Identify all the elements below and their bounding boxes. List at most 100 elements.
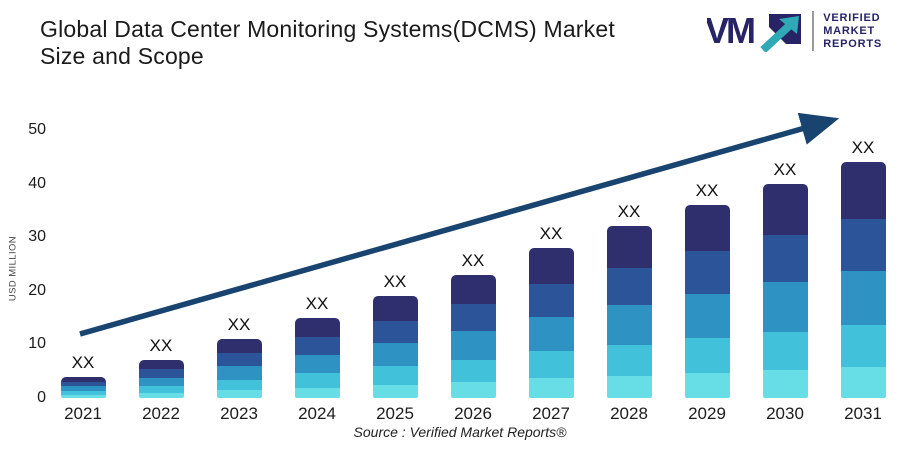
bar-2023-segment-2	[216, 353, 262, 367]
bar-2030-segment-4	[762, 331, 808, 371]
source-note: Source : Verified Market Reports®	[353, 424, 567, 440]
bar-2021-segment-4	[60, 391, 106, 396]
bar-2026-segment-5	[450, 381, 496, 398]
x-tick-2021: 2021	[64, 404, 102, 423]
bar-value-label-2025: XX	[383, 272, 407, 292]
logo-word-market: MARKET	[823, 24, 876, 37]
bar-2025-segment-4	[372, 366, 418, 385]
bar-2026	[450, 274, 496, 398]
bar-2031	[840, 162, 886, 398]
y-tick-20: 20	[28, 281, 46, 299]
x-tick-2030: 2030	[766, 404, 804, 423]
x-tick-2029: 2029	[688, 404, 726, 423]
bar-2029-segment-4	[684, 338, 730, 373]
bar-value-label-2024: XX	[305, 293, 329, 313]
bar-2026-segment-2	[450, 304, 496, 332]
bar-value-label-2021: XX	[71, 352, 95, 372]
bar-2023-segment-3	[216, 366, 262, 380]
bar-2027-segment-1	[528, 247, 574, 284]
bar-2024-segment-1	[294, 317, 340, 337]
bar-2023-segment-1	[216, 339, 262, 354]
bar-2026-segment-4	[450, 359, 496, 382]
bar-2021-segment-2	[60, 381, 106, 387]
bar-2028-segment-1	[606, 226, 652, 268]
page-title: Global Data Center Monitoring Systems(DC…	[40, 16, 615, 69]
bar-2022-segment-5	[138, 393, 184, 398]
bar-2030	[762, 183, 808, 398]
bar-2030-segment-3	[762, 282, 808, 332]
bar-2031-segment-5	[840, 367, 886, 398]
bar-2027-segment-2	[528, 283, 574, 317]
bar-2031-segment-1	[840, 162, 886, 219]
x-tick-2023: 2023	[220, 404, 258, 423]
y-tick-10: 10	[28, 335, 46, 353]
vmr-logo: VM VERIFIED MARKET REPORTS	[707, 10, 882, 52]
y-tick-0: 0	[37, 389, 46, 406]
bar-2025-segment-3	[372, 343, 418, 367]
bar-2030-segment-5	[762, 370, 808, 398]
bar-2027-segment-4	[528, 351, 574, 379]
bar-2030-segment-1	[762, 183, 808, 236]
bar-2026-segment-1	[450, 274, 496, 305]
bar-2028-segment-3	[606, 305, 652, 345]
x-tick-2022: 2022	[142, 404, 180, 423]
bar-2024-segment-2	[294, 336, 340, 355]
x-tick-2027: 2027	[532, 404, 570, 423]
logo-arrow-head	[779, 16, 800, 34]
y-tick-30: 30	[28, 228, 46, 246]
bar-2028-segment-5	[606, 375, 652, 398]
bar-2026-segment-3	[450, 331, 496, 360]
svg-text:VM: VM	[707, 10, 754, 51]
bar-2023-segment-5	[216, 390, 262, 398]
bar-2022	[138, 360, 184, 398]
bar-2025-segment-1	[372, 296, 418, 321]
logo-word-verified: VERIFIED	[823, 11, 881, 24]
bar-2025-segment-2	[372, 320, 418, 343]
bar-2025-segment-5	[372, 384, 418, 398]
x-tick-2028: 2028	[610, 404, 648, 423]
bar-2022-segment-1	[138, 360, 184, 370]
bar-2029-segment-5	[684, 372, 730, 398]
bar-2021-segment-3	[60, 386, 106, 392]
bar-2021-segment-1	[60, 376, 106, 382]
bar-2028-segment-2	[606, 267, 652, 306]
bar-2029-segment-2	[684, 251, 730, 294]
x-tick-2026: 2026	[454, 404, 492, 423]
bar-value-label-2023: XX	[227, 315, 251, 335]
vmr-logo-mark: VM	[707, 10, 802, 52]
bar-2031-segment-3	[840, 270, 886, 325]
bar-value-label-2022: XX	[149, 336, 173, 356]
bar-2031-segment-2	[840, 218, 886, 271]
title-line-2: Size and Scope	[40, 42, 204, 69]
bar-2029-segment-3	[684, 293, 730, 339]
bar-2024-segment-3	[294, 354, 340, 374]
logo-word-reports: REPORTS	[823, 37, 882, 50]
bar-2030-segment-2	[762, 235, 808, 283]
bar-2023-segment-4	[216, 379, 262, 391]
bar-2028	[606, 226, 652, 398]
bar-value-label-2029: XX	[695, 181, 719, 201]
bar-value-label-2031: XX	[851, 138, 875, 158]
bar-2031-segment-4	[840, 324, 886, 368]
bar-2021-segment-5	[60, 395, 106, 398]
bar-2024	[294, 317, 340, 398]
bar-value-label-2027: XX	[539, 223, 563, 243]
bar-2022-segment-4	[138, 386, 184, 394]
bar-2027-segment-5	[528, 378, 574, 398]
x-tick-2025: 2025	[376, 404, 414, 423]
x-tick-2031: 2031	[844, 404, 882, 423]
bar-2028-segment-4	[606, 344, 652, 376]
bar-2025	[372, 296, 418, 398]
y-tick-50: 50	[28, 121, 46, 138]
bar-2027-segment-3	[528, 316, 574, 352]
bar-2024-segment-5	[294, 387, 340, 398]
logo-wordmark: VERIFIED MARKET REPORTS	[823, 12, 882, 51]
x-tick-2024: 2024	[298, 404, 336, 423]
bar-2024-segment-4	[294, 373, 340, 388]
title-line-1: Global Data Center Monitoring Systems(DC…	[40, 16, 615, 42]
logo-divider	[812, 11, 815, 51]
bar-2021	[60, 376, 106, 398]
bar-value-label-2026: XX	[461, 250, 485, 270]
logo-arrow-shaft	[760, 23, 792, 52]
